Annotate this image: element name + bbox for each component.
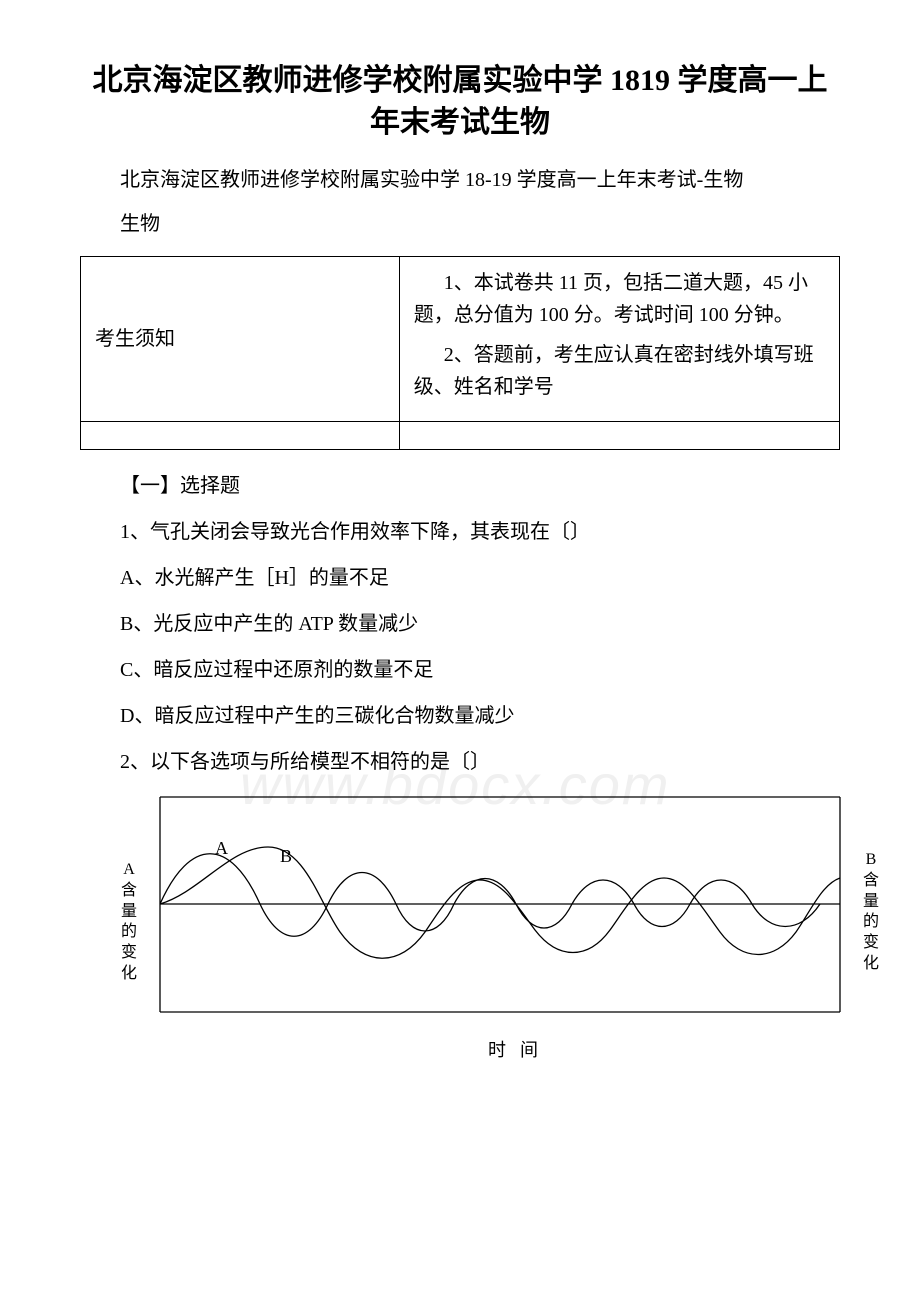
- empty-cell: [81, 422, 400, 450]
- q1-option-a: A、水光解产生［H］的量不足: [80, 562, 840, 594]
- svg-text:A: A: [215, 838, 228, 858]
- chart-svg: AB: [120, 792, 880, 1022]
- page-title: 北京海淀区教师进修学校附属实验中学 1819 学度高一上年末考试生物: [80, 60, 840, 144]
- exam-info-table: 考生须知 1、本试卷共 11 页，包括二道大题，45 小题，总分值为 100 分…: [80, 256, 840, 450]
- q2-stem: 2、以下各选项与所给模型不相符的是〔〕: [80, 746, 840, 778]
- y-left-axis-label: A含量的变化: [120, 860, 138, 985]
- q2-chart: A含量的变化 B含量的变化 AB 时间: [120, 792, 880, 1065]
- subtitle: 北京海淀区教师进修学校附属实验中学 18-19 学度高一上年末考试-生物: [80, 164, 840, 196]
- q1-option-b: B、光反应中产生的 ATP 数量减少: [80, 608, 840, 640]
- x-axis-label: 时间: [120, 1036, 880, 1065]
- info-label-cell: 考生须知: [81, 257, 400, 422]
- section-1-heading: 【一】选择题: [80, 470, 840, 502]
- q1-option-c: C、暗反应过程中还原剂的数量不足: [80, 654, 840, 686]
- q1-option-d: D、暗反应过程中产生的三碳化合物数量减少: [80, 700, 840, 732]
- subject-label: 生物: [80, 208, 840, 240]
- info-note-1: 1、本试卷共 11 页，包括二道大题，45 小题，总分值为 100 分。考试时间…: [414, 267, 825, 331]
- info-note-2: 2、答题前，考生应认真在密封线外填写班级、姓名和学号: [414, 339, 825, 403]
- svg-text:B: B: [280, 846, 292, 866]
- info-content-cell: 1、本试卷共 11 页，包括二道大题，45 小题，总分值为 100 分。考试时间…: [399, 257, 839, 422]
- q1-stem: 1、气孔关闭会导致光合作用效率下降，其表现在〔〕: [80, 516, 840, 548]
- empty-cell: [399, 422, 839, 450]
- y-right-axis-label: B含量的变化: [862, 850, 880, 975]
